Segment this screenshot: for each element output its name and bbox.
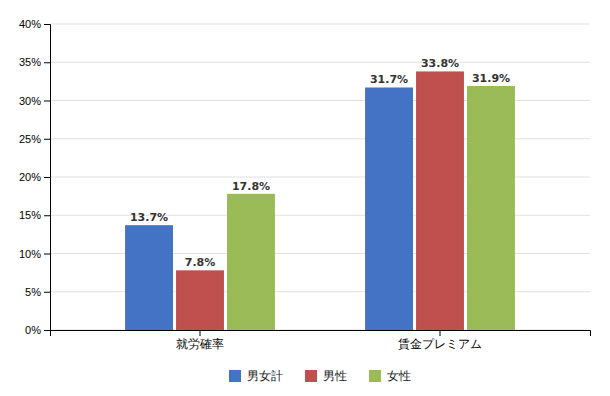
data-label: 7.8% (185, 256, 216, 269)
grid-line (50, 24, 590, 25)
grid-line (50, 62, 590, 63)
tick-label: 10% (19, 248, 41, 260)
data-label: 17.8% (232, 180, 270, 193)
tick-label: 5% (25, 286, 41, 298)
tick-mark (44, 330, 50, 331)
bar (416, 71, 464, 330)
legend-swatch (229, 370, 241, 382)
legend-label: 男女計 (247, 369, 283, 383)
tick-label: 25% (19, 133, 41, 145)
axis-line (51, 331, 591, 337)
chart: 0% 5% 10% 15% 20% 25% 30% 35% 40% 就労確率 賃金プレミアム 13.7… (0, 0, 610, 396)
tick: 30% (19, 95, 50, 107)
legend: 男女計 男性 女性 (229, 369, 411, 383)
data-labels: 13.7% 31.7% 7.8% 33.8% 17.8% 31.9% (130, 57, 510, 269)
tick-mark (44, 139, 50, 140)
tick-label: 35% (19, 56, 41, 68)
tick-label: 20% (19, 171, 41, 183)
axis-line (44, 25, 51, 331)
bars (125, 71, 515, 330)
tick-label: 40% (19, 18, 41, 30)
tick-mark (200, 330, 201, 336)
tick-mark (44, 24, 50, 25)
tick-label: 30% (19, 95, 41, 107)
legend-label: 男性 (323, 369, 347, 383)
tick: 5% (25, 286, 50, 298)
tick-mark (44, 254, 50, 255)
tick: 就労確率 (176, 330, 224, 351)
tick: 10% (19, 248, 50, 260)
legend-item: 男性 (305, 369, 347, 383)
legend-item: 男女計 (229, 369, 283, 383)
tick-mark (44, 215, 50, 216)
tick-label: 就労確率 (176, 337, 224, 351)
tick-label: 0% (25, 324, 41, 336)
tick: 35% (19, 56, 50, 68)
data-label: 33.8% (421, 57, 459, 70)
data-label: 31.7% (370, 73, 408, 86)
tick-label: 15% (19, 209, 41, 221)
y-axis: 0% 5% 10% 15% 20% 25% 30% 35% 40% (19, 18, 51, 336)
x-axis: 就労確率 賃金プレミアム (51, 330, 591, 351)
bar (467, 86, 515, 330)
tick: 0% (25, 324, 50, 336)
data-label: 13.7% (130, 211, 168, 224)
tick-mark (44, 62, 50, 63)
tick: 賃金プレミアム (398, 330, 482, 351)
tick-mark (44, 177, 50, 178)
bar (365, 87, 413, 330)
tick-mark (440, 330, 441, 336)
legend-swatch (305, 370, 317, 382)
plot: 0% 5% 10% 15% 20% 25% 30% 35% 40% 就労確率 賃金プレミアム 13.7… (19, 18, 591, 351)
tick-label: 賃金プレミアム (398, 337, 482, 351)
data-label: 31.9% (472, 72, 510, 85)
tick-mark (44, 101, 50, 102)
bar (227, 194, 275, 330)
legend-item: 女性 (369, 369, 411, 383)
tick: 15% (19, 209, 50, 221)
tick: 25% (19, 133, 50, 145)
bar (176, 270, 224, 330)
tick: 40% (19, 18, 50, 30)
grid (50, 24, 590, 330)
tick-mark (44, 292, 50, 293)
legend-label: 女性 (387, 369, 411, 383)
bar (125, 225, 173, 330)
tick: 20% (19, 171, 50, 183)
legend-swatch (369, 370, 381, 382)
